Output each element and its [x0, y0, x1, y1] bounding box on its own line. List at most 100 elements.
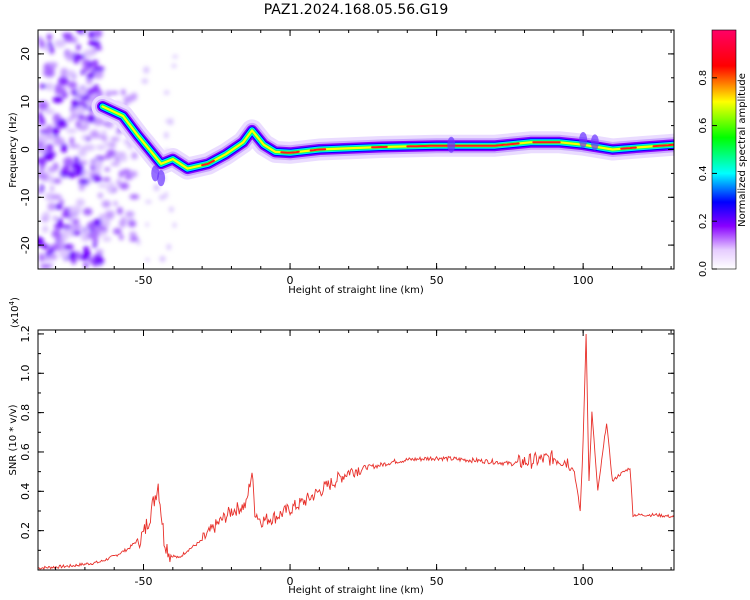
noise-blob — [92, 243, 97, 248]
noise-blob — [47, 248, 55, 254]
x-tick-label: 0 — [287, 575, 294, 588]
noise-blob — [83, 263, 89, 268]
noise-blob — [67, 81, 78, 89]
noise-blob — [116, 178, 121, 186]
noise-blob — [78, 148, 87, 157]
noise-blob — [83, 49, 95, 58]
colorbar — [712, 30, 736, 269]
noise-blob — [94, 229, 99, 237]
noise-blob — [97, 192, 103, 199]
x-tick-label: 50 — [430, 274, 444, 287]
noise-blob — [63, 243, 74, 251]
noise-blob — [141, 78, 149, 84]
noise-blob — [52, 96, 64, 104]
y-tick-label: 1.0 — [19, 365, 32, 383]
noise-blob — [74, 54, 86, 60]
noise-blob — [100, 130, 107, 135]
noise-blob — [57, 217, 63, 228]
noise-blob — [93, 66, 105, 72]
x-tick-label: -50 — [135, 274, 153, 287]
noise-blob — [49, 175, 54, 185]
noise-blob — [89, 86, 101, 94]
noise-blob — [78, 178, 90, 185]
noise-blob — [166, 243, 172, 251]
noise-blob — [96, 144, 106, 150]
noise-blob — [77, 114, 85, 119]
noise-blob — [121, 89, 126, 96]
noise-blob — [67, 171, 76, 179]
snr-xlabel: Height of straight line (km) — [288, 585, 424, 596]
noise-blob — [97, 183, 108, 188]
noise-blob — [102, 236, 112, 242]
noise-blob — [168, 206, 174, 213]
noise-blob — [95, 45, 102, 51]
y-tick-label: 0.6 — [19, 443, 32, 461]
noise-blob — [172, 55, 178, 59]
noise-blob — [119, 182, 130, 190]
ridge-peak — [309, 148, 327, 152]
noise-blob — [63, 224, 72, 230]
ridge-peak — [652, 143, 674, 148]
noise-blob — [125, 211, 135, 218]
y-tick-label: 0.8 — [19, 404, 32, 422]
noise-blob — [119, 234, 124, 241]
noise-blob — [65, 51, 75, 60]
noise-blob — [61, 165, 70, 173]
noise-blob — [38, 100, 49, 111]
noise-blob — [136, 239, 141, 246]
snr-background — [38, 330, 674, 570]
noise-blob — [118, 154, 128, 162]
noise-blob — [129, 231, 137, 238]
noise-blob — [118, 170, 124, 178]
noise-blob — [76, 44, 81, 51]
colorbar-tick-label: 0.0 — [698, 261, 709, 277]
noise-blob — [98, 214, 106, 218]
x-tick-label: -50 — [135, 575, 153, 588]
noise-blob — [110, 162, 121, 166]
noise-blob — [95, 165, 102, 175]
ridge-peak — [406, 142, 520, 148]
noise-blob — [53, 215, 58, 222]
noise-blob — [50, 194, 62, 201]
noise-blob — [54, 203, 63, 210]
noise-blob — [163, 90, 170, 95]
noise-blob — [95, 249, 104, 255]
noise-blob — [45, 82, 54, 91]
snr-yscale-note: (x104) — [8, 297, 21, 328]
noise-blob — [71, 218, 80, 225]
noise-blob — [113, 228, 122, 235]
noise-blob — [72, 230, 82, 236]
spectrogram-xlabel: Height of straight line (km) — [288, 285, 424, 296]
noise-blob — [63, 156, 74, 167]
noise-blob — [121, 169, 131, 175]
ridge-blob — [157, 170, 166, 187]
noise-blob — [48, 61, 58, 68]
noise-blob — [70, 206, 82, 214]
noise-blob — [145, 200, 152, 204]
x-tick-label: 0 — [287, 274, 294, 287]
noise-blob — [47, 166, 57, 173]
noise-blob — [52, 178, 62, 184]
ridge-peak — [620, 146, 637, 150]
noise-blob — [93, 30, 103, 38]
noise-blob — [68, 144, 81, 149]
noise-blob — [74, 156, 80, 163]
noise-blob — [42, 225, 49, 233]
noise-blob — [38, 160, 47, 166]
noise-blob — [84, 250, 91, 259]
noise-blob — [129, 194, 140, 200]
noise-blob — [109, 91, 119, 95]
noise-blob — [39, 83, 47, 89]
noise-blob — [86, 234, 97, 239]
noise-blob — [129, 170, 138, 178]
noise-blob — [87, 101, 93, 109]
noise-blob — [72, 36, 78, 44]
noise-blob — [41, 217, 48, 222]
noise-blob — [56, 118, 67, 127]
y-tick-label: 0.4 — [19, 483, 32, 501]
noise-blob — [92, 59, 99, 67]
noise-blob — [58, 76, 69, 86]
y-tick-label: 1.2 — [19, 325, 32, 343]
noise-blob — [105, 90, 111, 98]
y-tick-label: 0 — [19, 146, 32, 153]
